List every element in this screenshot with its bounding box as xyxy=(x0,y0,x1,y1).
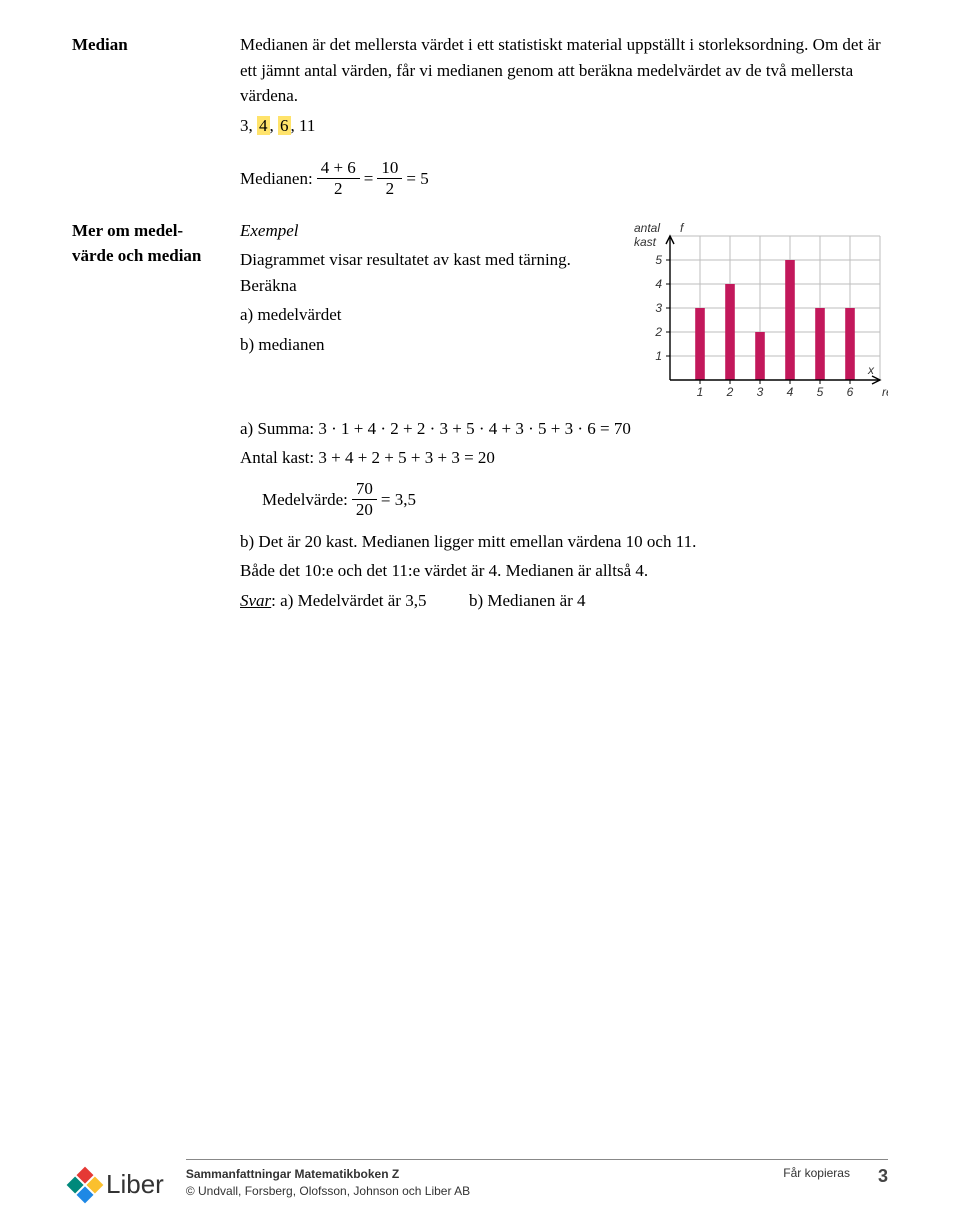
example-intro: Diagrammet visar resultatet av kast med … xyxy=(240,247,604,298)
page-footer: Liber Sammanfattningar Matematikboken Z … xyxy=(72,1159,888,1200)
median-para: Medianen är det mellersta värdet i ett s… xyxy=(240,32,888,109)
svg-text:antal: antal xyxy=(634,221,660,235)
fraction-2: 10 2 xyxy=(377,158,402,200)
median-body: Medianen är det mellersta värdet i ett s… xyxy=(240,32,888,208)
median-equation: Medianen: 4 + 6 2 = 10 2 = 5 xyxy=(240,158,888,200)
svg-text:3: 3 xyxy=(655,301,662,315)
sol-a-antal: Antal kast: 3 + 4 + 2 + 5 + 3 + 3 = 20 xyxy=(240,445,888,471)
svg-text:5: 5 xyxy=(655,253,662,267)
svg-text:1: 1 xyxy=(655,349,662,363)
mer-body: Exempel Diagrammet visar resultatet av k… xyxy=(240,218,888,617)
svg-text:4: 4 xyxy=(787,385,794,399)
sol-b-line2: Både det 10:e och det 11:e värdet är 4. … xyxy=(240,558,888,584)
logo-text: Liber xyxy=(106,1169,164,1200)
svar-label: Svar xyxy=(240,591,271,610)
highlight-4: 4 xyxy=(257,116,270,135)
svg-text:2: 2 xyxy=(654,325,662,339)
page-number: 3 xyxy=(878,1166,888,1187)
section-mer: Mer om medel- värde och median Exempel D… xyxy=(72,218,888,617)
svg-text:resultat: resultat xyxy=(882,385,888,399)
heading-mer: Mer om medel- värde och median xyxy=(72,218,240,269)
liber-logo: Liber xyxy=(72,1169,164,1200)
footer-text: Sammanfattningar Matematikboken Z © Undv… xyxy=(186,1159,888,1200)
example-item-a: a) medelvärdet xyxy=(240,302,604,328)
sol-a-summa: a) Summa: 3 · 1 + 4 · 2 + 2 · 3 + 5 · 4 … xyxy=(240,416,888,442)
svg-text:kast: kast xyxy=(634,235,657,249)
dice-chart: 1 2 3 4 5 1 2 3 4 5 6 antalkast f x resultat xyxy=(628,218,888,408)
svg-text:6: 6 xyxy=(847,385,854,399)
svg-text:x: x xyxy=(867,363,875,377)
svg-text:5: 5 xyxy=(817,385,824,399)
exempel-label: Exempel xyxy=(240,218,604,244)
sol-a-medel: Medelvärde: 70 20 = 3,5 xyxy=(262,479,888,521)
page: Median Medianen är det mellersta värdet … xyxy=(0,0,960,1222)
svg-text:3: 3 xyxy=(757,385,764,399)
svg-text:2: 2 xyxy=(726,385,734,399)
bar-chart-svg: 1 2 3 4 5 1 2 3 4 5 6 antalkast f x resultat xyxy=(628,218,888,408)
heading-median: Median xyxy=(72,32,240,58)
sol-svar: Svar: a) Medelvärdet är 3,5 b) Medianen … xyxy=(240,588,888,614)
example-item-b: b) medianen xyxy=(240,332,604,358)
section-median: Median Medianen är det mellersta värdet … xyxy=(72,32,888,208)
svg-text:f: f xyxy=(680,221,685,235)
svg-text:4: 4 xyxy=(655,277,662,291)
example-text: Exempel Diagrammet visar resultatet av k… xyxy=(240,218,604,362)
logo-squares-icon xyxy=(67,1166,104,1203)
svg-text:1: 1 xyxy=(697,385,704,399)
sol-b-line1: b) Det är 20 kast. Medianen ligger mitt … xyxy=(240,529,888,555)
footer-right: Får kopieras 3 xyxy=(783,1166,888,1200)
median-eq-label: Medianen: xyxy=(240,166,313,192)
fraction-medel: 70 20 xyxy=(352,479,377,521)
footer-left: Sammanfattningar Matematikboken Z © Undv… xyxy=(186,1166,470,1200)
median-sequence: 3, 4, 6, 11 xyxy=(240,113,888,139)
highlight-6: 6 xyxy=(278,116,291,135)
fraction-1: 4 + 6 2 xyxy=(317,158,360,200)
